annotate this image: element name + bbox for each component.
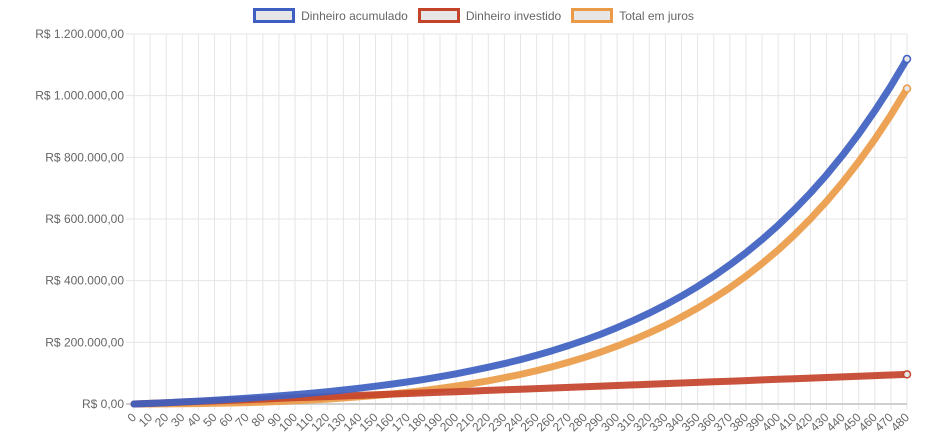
legend-swatch-orange xyxy=(571,8,614,23)
legend-item-dinheiro-investido[interactable]: Dinheiro investido xyxy=(417,8,562,23)
y-tick-label: R$ 800.000,00 xyxy=(45,150,124,164)
legend-swatch-red xyxy=(417,8,460,23)
legend-swatch-blue xyxy=(253,8,296,23)
series-end-point[interactable] xyxy=(902,54,912,64)
x-axis: 0102030405060708090100110120130140150160… xyxy=(124,410,912,434)
y-tick-label: R$ 200.000,00 xyxy=(45,335,124,349)
series-end-point[interactable] xyxy=(902,370,912,379)
y-tick-label: R$ 1.200.000,00 xyxy=(35,27,124,41)
chart-grid xyxy=(126,33,908,410)
legend-label: Total em juros xyxy=(619,8,694,23)
y-tick-label: R$ 0,00 xyxy=(82,397,124,411)
series-line-dinheiro-acumulado xyxy=(130,55,911,408)
legend-item-dinheiro-acumulado[interactable]: Dinheiro acumulado xyxy=(253,8,408,23)
y-axis: R$ 0,00 R$ 200.000,00 R$ 400.000,00 R$ 600.… xyxy=(35,27,124,411)
legend-label: Dinheiro investido xyxy=(465,8,562,23)
legend-label: Dinheiro acumulado xyxy=(301,8,408,23)
series-end-point[interactable] xyxy=(902,84,912,93)
chart-lines xyxy=(130,54,912,408)
y-tick-label: R$ 400.000,00 xyxy=(45,274,124,288)
legend-item-total-em-juros[interactable]: Total em juros xyxy=(571,8,694,23)
y-tick-label: R$ 600.000,00 xyxy=(45,212,124,226)
y-tick-label: R$ 1.000.000,00 xyxy=(35,89,124,103)
x-tick-label: 480 xyxy=(888,410,912,434)
chart-legend: Dinheiro acumulado Dinheiro investido To… xyxy=(0,8,947,23)
